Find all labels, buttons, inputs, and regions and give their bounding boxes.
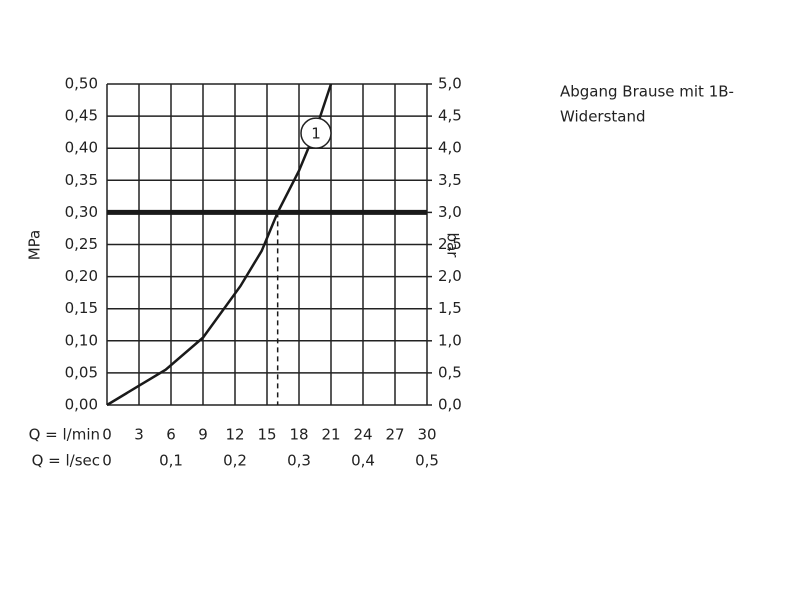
curve-label: 1 bbox=[311, 125, 321, 143]
y2-tick-label: 1,5 bbox=[438, 299, 462, 317]
x2-tick-label: 0,4 bbox=[351, 452, 375, 470]
x-tick-label: 9 bbox=[198, 426, 208, 444]
curve-label-circle bbox=[300, 117, 332, 149]
y-tick-label: 0,15 bbox=[65, 299, 98, 317]
y-tick-label: 0,25 bbox=[65, 235, 98, 253]
x2-tick-label: 0 bbox=[102, 452, 112, 470]
y-axis-label: MPa bbox=[26, 230, 44, 261]
description: Widerstand bbox=[560, 108, 646, 126]
y2-tick-label: 0,5 bbox=[438, 363, 462, 381]
x2-tick-label: 0,1 bbox=[159, 452, 183, 470]
x-tick-label: 24 bbox=[353, 426, 372, 444]
y2-tick-label: 4,0 bbox=[438, 139, 462, 157]
y-tick-label: 0,30 bbox=[65, 203, 98, 221]
y-tick-label: 0,05 bbox=[65, 363, 98, 381]
y2-tick-label: 1,0 bbox=[438, 331, 462, 349]
x-tick-label: 15 bbox=[257, 426, 276, 444]
x-tick-label: 30 bbox=[417, 426, 436, 444]
y-tick-label: 0,45 bbox=[65, 107, 98, 125]
x-tick-label: 21 bbox=[321, 426, 340, 444]
x-tick-label: 27 bbox=[385, 426, 404, 444]
description: Abgang Brause mit 1B- bbox=[560, 83, 734, 101]
y-tick-label: 0,00 bbox=[65, 396, 98, 414]
y2-tick-label: 2,0 bbox=[438, 267, 462, 285]
y2-tick-label: 5,0 bbox=[438, 75, 462, 93]
y-tick-label: 0,10 bbox=[65, 331, 98, 349]
x2-axis-label: Q = l/sec bbox=[32, 452, 100, 470]
y2-axis-label: bar bbox=[444, 233, 462, 259]
y-tick-label: 0,50 bbox=[65, 75, 98, 93]
x-tick-label: 18 bbox=[289, 426, 308, 444]
y2-tick-label: 3,5 bbox=[438, 171, 462, 189]
x-tick-label: 12 bbox=[225, 426, 244, 444]
curve bbox=[106, 83, 333, 407]
y2-tick-label: 2,5 bbox=[438, 235, 462, 253]
x-axis-label: Q = l/min bbox=[29, 426, 100, 444]
x2-tick-label: 0,2 bbox=[223, 452, 247, 470]
x-tick-label: 0 bbox=[102, 426, 112, 444]
y-tick-label: 0,40 bbox=[65, 139, 98, 157]
y2-tick-label: 0,0 bbox=[438, 396, 462, 414]
x-tick-label: 3 bbox=[134, 426, 144, 444]
y-tick-label: 0,20 bbox=[65, 267, 98, 285]
x2-tick-label: 0,5 bbox=[415, 452, 439, 470]
y-tick-label: 0,35 bbox=[65, 171, 98, 189]
y2-tick-label: 4,5 bbox=[438, 107, 462, 125]
y2-tick-label: 3,0 bbox=[438, 203, 462, 221]
x-tick-label: 6 bbox=[166, 426, 176, 444]
x2-tick-label: 0,3 bbox=[287, 452, 311, 470]
